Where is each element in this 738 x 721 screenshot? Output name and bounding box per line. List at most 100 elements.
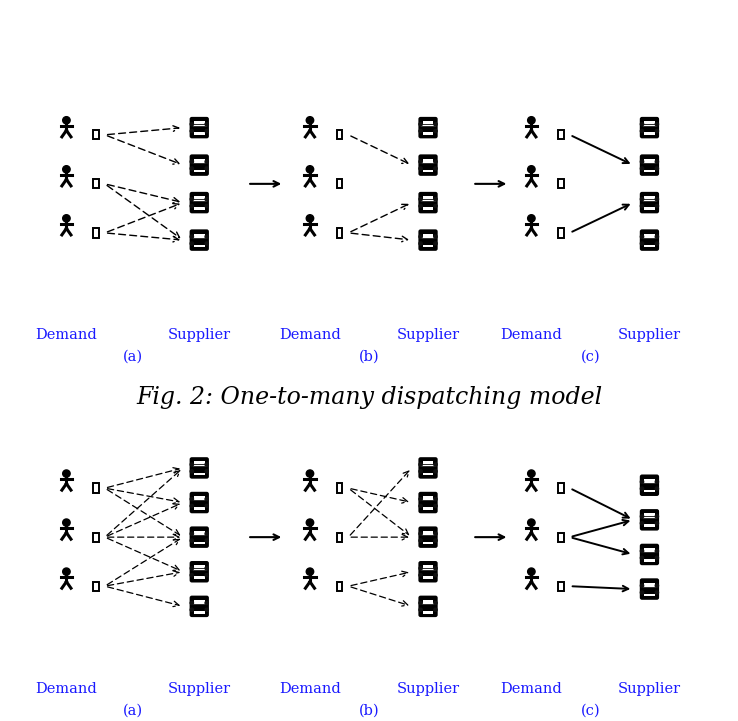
Circle shape [63,519,70,526]
Circle shape [190,242,193,245]
FancyBboxPatch shape [640,509,659,531]
Circle shape [434,497,437,500]
Bar [194,611,204,614]
Text: Supplier: Supplier [396,329,460,342]
Circle shape [205,532,208,535]
Circle shape [655,549,658,552]
Circle shape [641,167,644,170]
Bar [644,159,655,162]
Circle shape [205,567,208,570]
Circle shape [419,567,422,570]
Text: (a): (a) [123,704,143,717]
Circle shape [434,601,437,604]
Bar [423,244,433,247]
Bar [558,484,564,492]
Bar [337,131,342,139]
Circle shape [641,584,644,587]
Circle shape [205,609,208,611]
Bar [194,541,204,544]
Circle shape [205,123,208,125]
Circle shape [641,557,644,559]
Bar [194,496,204,499]
Circle shape [528,117,535,124]
Text: Supplier: Supplier [618,329,681,342]
Circle shape [419,532,422,535]
Bar [337,180,342,188]
Circle shape [655,515,658,518]
Bar [194,565,204,568]
Circle shape [655,242,658,245]
FancyBboxPatch shape [640,117,659,138]
Circle shape [641,515,644,518]
Circle shape [419,470,422,473]
Bar [644,121,655,124]
Bar [423,234,433,236]
Text: Supplier: Supplier [168,682,231,696]
Circle shape [434,167,437,170]
Circle shape [434,205,437,208]
FancyBboxPatch shape [190,561,209,583]
Circle shape [419,205,422,208]
Circle shape [190,539,193,542]
FancyBboxPatch shape [190,229,209,251]
Circle shape [419,123,422,125]
Circle shape [434,463,437,466]
Circle shape [434,130,437,133]
Circle shape [190,130,193,133]
FancyBboxPatch shape [418,229,438,251]
Circle shape [190,167,193,170]
Circle shape [434,574,437,577]
Circle shape [641,235,644,238]
Circle shape [190,505,193,508]
Text: Supplier: Supplier [168,329,231,342]
Circle shape [655,487,658,490]
Bar [644,234,655,236]
Bar [644,479,655,482]
Circle shape [190,205,193,208]
Circle shape [655,584,658,587]
Circle shape [190,198,193,200]
Circle shape [205,470,208,473]
Circle shape [63,117,70,124]
Bar [423,541,433,544]
Circle shape [205,205,208,208]
Circle shape [205,130,208,133]
Circle shape [63,166,70,173]
Circle shape [419,463,422,466]
Circle shape [655,205,658,208]
Circle shape [434,235,437,238]
Circle shape [419,609,422,611]
FancyBboxPatch shape [418,492,438,513]
Circle shape [419,505,422,508]
Bar [423,461,433,464]
Bar [423,132,433,135]
Circle shape [655,123,658,125]
Bar [558,582,564,590]
Circle shape [306,117,314,124]
Text: Demand: Demand [35,682,97,696]
Circle shape [434,160,437,163]
Circle shape [306,470,314,477]
Circle shape [419,235,422,238]
Circle shape [528,166,535,173]
Circle shape [419,130,422,133]
Circle shape [655,480,658,483]
Text: (c): (c) [581,350,600,364]
Circle shape [419,497,422,500]
Text: Demand: Demand [279,329,341,342]
Circle shape [205,574,208,577]
Bar [93,533,99,541]
Circle shape [434,567,437,570]
Circle shape [528,519,535,526]
Circle shape [205,539,208,542]
Text: Demand: Demand [500,682,562,696]
Bar [194,159,204,162]
Circle shape [655,160,658,163]
Bar [194,600,204,603]
Circle shape [63,470,70,477]
Bar [194,461,204,464]
Bar [93,582,99,590]
Circle shape [205,242,208,245]
FancyBboxPatch shape [640,578,659,600]
Circle shape [655,167,658,170]
